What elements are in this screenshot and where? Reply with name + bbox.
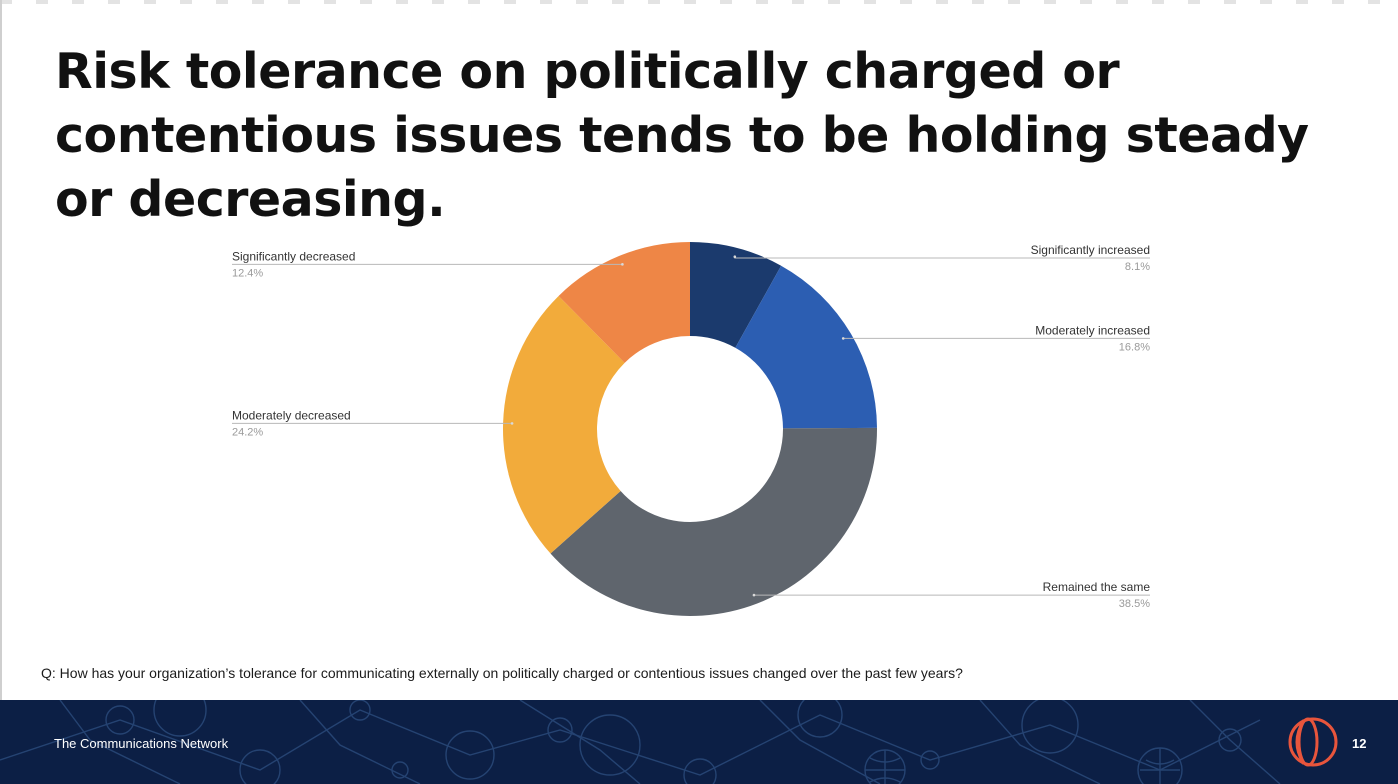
network-logo-icon — [1288, 717, 1338, 767]
label-significantly-decreased: Significantly decreased — [232, 249, 355, 263]
survey-question: Q: How has your organization’s tolerance… — [41, 665, 963, 681]
network-pattern-decoration — [0, 700, 1281, 784]
page-number: 12 — [1352, 736, 1367, 751]
label-moderately-decreased: Moderately decreased — [232, 408, 351, 422]
leader-dot-moderately-decreased — [510, 422, 514, 425]
leader-dot-significantly-increased — [733, 255, 737, 259]
label-significantly-increased: Significantly increased — [1031, 243, 1150, 257]
slice-significantly-increased — [690, 242, 782, 348]
label-moderately-increased: Moderately increased — [1035, 323, 1150, 337]
label-remained-the-same: Remained the same — [1043, 580, 1151, 594]
value-remained-the-same: 38.5% — [1119, 598, 1150, 610]
slice-remained-the-same — [550, 427, 878, 617]
footer-organization-name: The Communications Network — [54, 736, 229, 751]
value-significantly-decreased: 12.4% — [232, 267, 263, 279]
slice-moderately-increased — [735, 265, 877, 429]
slice-significantly-decreased — [558, 242, 690, 363]
footer-bar: The Communications Network 12 — [0, 700, 1398, 784]
slice-moderately-decreased — [503, 295, 625, 554]
value-moderately-increased: 16.8% — [1119, 341, 1150, 353]
value-significantly-increased: 8.1% — [1125, 261, 1150, 273]
top-dash-rule — [0, 0, 1398, 4]
leader-dot-remained-the-same — [752, 593, 756, 597]
slide-left-border — [0, 0, 2, 700]
slide-title: Risk tolerance on politically charged or… — [55, 43, 1309, 228]
leader-dot-moderately-increased — [841, 337, 845, 340]
value-moderately-decreased: 24.2% — [232, 426, 263, 438]
leader-dot-significantly-decreased — [621, 263, 624, 266]
donut-chart: Significantly increased 8.1% Moderately in… — [232, 242, 1151, 617]
